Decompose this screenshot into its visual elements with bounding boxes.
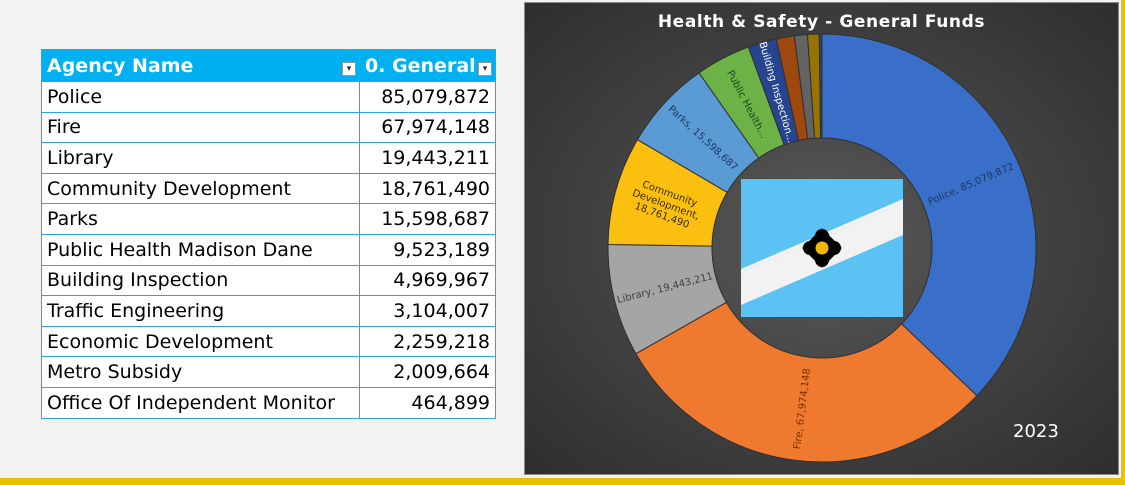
table-row[interactable]: Fire 67,974,148 <box>41 111 496 144</box>
filter-dropdown-icon[interactable]: ▾ <box>342 62 356 76</box>
agency-name-cell[interactable]: Police <box>41 81 360 113</box>
general-fund-cell[interactable]: 19,443,211 <box>359 142 496 174</box>
general-fund-cell[interactable]: 4,969,967 <box>359 264 496 297</box>
flag-emblem <box>802 228 842 268</box>
table-row[interactable]: Metro Subsidy 2,009,664 <box>41 356 496 388</box>
table-row[interactable]: Building Inspection 4,969,967 <box>41 264 496 297</box>
agency-name-cell[interactable]: Traffic Engineering <box>41 295 360 327</box>
agency-name-cell[interactable]: Metro Subsidy <box>41 356 360 388</box>
table-row[interactable]: Office Of Independent Monitor 464,899 <box>41 386 496 419</box>
doughnut-chart: Police, 85,079,872 Fire, 67,974,148 Librar… <box>524 2 1119 475</box>
header-general-label: 0. General <box>365 54 476 77</box>
year-label: 2023 <box>1013 421 1059 442</box>
table-row[interactable]: Community Development 18,761,490 <box>41 172 496 205</box>
table-row[interactable]: Police 85,079,872 <box>41 81 496 113</box>
agency-table: Agency Name ▾ 0. General ▾ Police 85,079,… <box>41 49 496 419</box>
slice-fire[interactable] <box>635 301 978 463</box>
general-fund-cell[interactable]: 18,761,490 <box>359 172 496 205</box>
header-agency-name[interactable]: Agency Name ▾ <box>41 49 360 82</box>
agency-name-cell[interactable]: Office Of Independent Monitor <box>41 386 360 419</box>
header-general[interactable]: 0. General ▾ <box>359 49 496 82</box>
general-fund-cell[interactable]: 15,598,687 <box>359 203 496 235</box>
sort-filter-icon[interactable]: ▾ <box>478 62 492 76</box>
madison-flag <box>741 179 903 317</box>
agency-name-cell[interactable]: Building Inspection <box>41 264 360 297</box>
slice-police[interactable] <box>821 33 1037 397</box>
agency-name-cell[interactable]: Economic Development <box>41 325 360 358</box>
general-fund-cell[interactable]: 85,079,872 <box>359 81 496 113</box>
frame-bottom-border <box>0 478 1125 485</box>
agency-name-cell[interactable]: Fire <box>41 111 360 144</box>
table-row[interactable]: Parks 15,598,687 <box>41 203 496 235</box>
agency-name-cell[interactable]: Parks <box>41 203 360 235</box>
agency-name-cell[interactable]: Library <box>41 142 360 174</box>
table-row[interactable]: Traffic Engineering 3,104,007 <box>41 295 496 327</box>
frame-right-border <box>1121 0 1125 485</box>
general-fund-cell[interactable]: 2,259,218 <box>359 325 496 358</box>
agency-name-cell[interactable]: Community Development <box>41 172 360 205</box>
slice-office-of-independent-monitor[interactable] <box>818 33 823 139</box>
agency-name-cell[interactable]: Public Health Madison Dane <box>41 233 360 266</box>
table-row[interactable]: Library 19,443,211 <box>41 142 496 174</box>
general-fund-cell[interactable]: 9,523,189 <box>359 233 496 266</box>
data-label-community-development: CommunityDevelopment,18,761,490 <box>627 177 705 233</box>
table-row[interactable]: Public Health Madison Dane 9,523,189 <box>41 233 496 266</box>
general-fund-cell[interactable]: 67,974,148 <box>359 111 496 144</box>
general-fund-cell[interactable]: 2,009,664 <box>359 356 496 388</box>
general-fund-cell[interactable]: 464,899 <box>359 386 496 419</box>
chart-title: Health & Safety - General Funds <box>657 12 986 32</box>
header-agency-name-label: Agency Name <box>47 54 194 77</box>
table-row[interactable]: Economic Development 2,259,218 <box>41 325 496 358</box>
table-header-row: Agency Name ▾ 0. General ▾ <box>41 49 496 82</box>
general-fund-cell[interactable]: 3,104,007 <box>359 295 496 327</box>
